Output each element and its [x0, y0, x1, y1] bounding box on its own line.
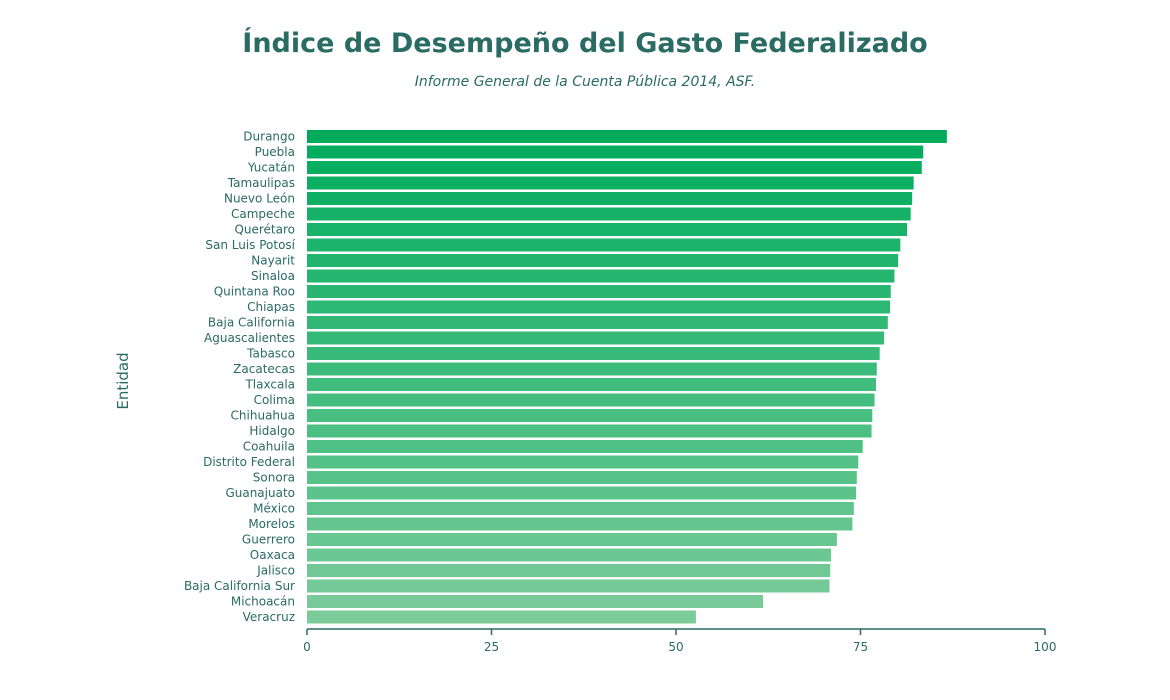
bar-oaxaca: [307, 548, 831, 562]
category-label: Durango: [243, 130, 295, 144]
bar-san-luis-potosi: [307, 238, 901, 252]
category-label: Campeche: [231, 207, 295, 221]
bar-morelos: [307, 517, 853, 531]
x-tick-label: 50: [668, 640, 683, 654]
bar-guanajuato: [307, 486, 857, 500]
bar-durango: [307, 130, 947, 143]
category-label: Veracruz: [243, 610, 295, 624]
bar-chihuahua: [307, 409, 873, 422]
bar-quintana-roo: [307, 285, 891, 298]
category-label: Nayarit: [251, 254, 295, 268]
category-label: San Luis Potosí: [205, 238, 295, 252]
category-label: Tamaulipas: [227, 176, 295, 190]
category-label: Tabasco: [246, 347, 295, 361]
bar-nuevo-leon: [307, 192, 913, 205]
category-label: Tlaxcala: [244, 378, 295, 392]
bar-hidalgo: [307, 424, 872, 438]
bar-coahuila: [307, 440, 863, 453]
bar-baja-california-sur: [307, 579, 830, 593]
bar-colima: [307, 393, 875, 407]
category-label: Nuevo León: [224, 192, 295, 206]
category-label: Oaxaca: [250, 548, 295, 562]
bar-puebla: [307, 145, 924, 159]
chart-title: Índice de Desempeño del Gasto Federaliza…: [242, 28, 928, 59]
x-tick-label: 100: [1034, 640, 1057, 654]
category-label: Coahuila: [243, 440, 295, 454]
category-label: Chihuahua: [231, 409, 295, 423]
bar-aguascalientes: [307, 331, 885, 345]
category-label: Chiapas: [247, 300, 295, 314]
bar-distrito-federal: [307, 455, 859, 469]
x-tick-label: 75: [853, 640, 868, 654]
bar-nayarit: [307, 254, 899, 267]
bar-tabasco: [307, 347, 880, 360]
chart-subtitle: Informe General de la Cuenta Pública 201…: [414, 74, 756, 90]
category-label: Quintana Roo: [214, 285, 295, 299]
category-label: Sonora: [253, 471, 295, 485]
bar-jalisco: [307, 564, 831, 577]
category-label: México: [253, 502, 295, 516]
category-label: Morelos: [248, 517, 295, 531]
bar-michoacan: [307, 595, 764, 608]
category-label: Baja California Sur: [184, 579, 295, 593]
bar-queretaro: [307, 223, 907, 236]
bar-tamaulipas: [307, 176, 914, 190]
category-label: Hidalgo: [249, 424, 295, 438]
bar-campeche: [307, 207, 911, 221]
bar-guerrero: [307, 533, 837, 546]
bar-baja-california: [307, 316, 888, 329]
bar-tlaxcala: [307, 378, 876, 391]
category-label: Sinaloa: [251, 269, 295, 283]
bar-zacatecas: [307, 362, 877, 376]
bar-yucatan: [307, 161, 922, 174]
bar-veracruz: [307, 610, 696, 624]
x-tick-label: 25: [484, 640, 499, 654]
y-axis-title: Entidad: [114, 352, 132, 409]
category-label: Zacatecas: [233, 362, 295, 376]
category-label: Colima: [254, 393, 295, 407]
category-label: Jalisco: [256, 564, 295, 578]
bar-mexico: [307, 502, 854, 515]
x-tick-label: 0: [303, 640, 311, 654]
category-label: Aguascalientes: [204, 331, 295, 345]
bars-group: [307, 130, 947, 624]
bar-sonora: [307, 471, 857, 484]
category-label: Guanajuato: [225, 486, 295, 500]
category-label: Distrito Federal: [203, 455, 295, 469]
category-label: Michoacán: [231, 595, 295, 609]
x-axis: 0 25 50 75 100: [303, 628, 1057, 654]
category-label: Puebla: [255, 145, 295, 159]
category-label: Querétaro: [234, 223, 295, 237]
category-label: Guerrero: [242, 533, 295, 547]
bar-chiapas: [307, 300, 891, 314]
category-label: Yucatán: [247, 161, 295, 175]
category-label: Baja California: [208, 316, 295, 330]
bar-sinaloa: [307, 269, 895, 283]
